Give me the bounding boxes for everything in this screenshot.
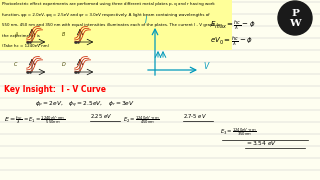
Text: 550 nm, 450 nm and 350 nm with equal intensities illuminates each of the plates.: 550 nm, 450 nm and 350 nm with equal int… (2, 23, 221, 27)
Text: $E_3 = \frac{1240eV\cdot nm}{350nm}$: $E_3 = \frac{1240eV\cdot nm}{350nm}$ (220, 126, 257, 138)
Text: A: A (14, 32, 17, 37)
Text: $E_{max} = \frac{hc}{\lambda} - \phi$: $E_{max} = \frac{hc}{\lambda} - \phi$ (210, 19, 256, 33)
Text: D: D (62, 62, 66, 67)
Text: Photoelectric effect experiments are performed using three different metal plate: Photoelectric effect experiments are per… (2, 2, 214, 6)
Text: $2.7\text{-}5\ eV$: $2.7\text{-}5\ eV$ (183, 112, 207, 120)
Text: $2.25\ eV$: $2.25\ eV$ (90, 112, 112, 120)
Text: I: I (145, 16, 147, 25)
Text: B: B (62, 32, 65, 37)
Text: $= E_1 = \frac{1240eV\cdot nm}{550nm}$: $= E_1 = \frac{1240eV\cdot nm}{550nm}$ (22, 114, 65, 126)
Text: $E_2 = \frac{1240eV\cdot nm}{450nm}$: $E_2 = \frac{1240eV\cdot nm}{450nm}$ (123, 114, 160, 126)
Text: $E = \frac{hc}{\lambda}$: $E = \frac{hc}{\lambda}$ (4, 114, 23, 126)
Text: C: C (14, 62, 17, 67)
Text: the experiments is: the experiments is (2, 33, 39, 37)
Text: (Take hc = 1240eV nm): (Take hc = 1240eV nm) (2, 44, 49, 48)
FancyBboxPatch shape (0, 0, 232, 50)
Text: $= 3.54\ eV$: $= 3.54\ eV$ (245, 139, 277, 147)
Text: $eV_0 = \frac{hc}{\lambda} - \phi$: $eV_0 = \frac{hc}{\lambda} - \phi$ (210, 35, 253, 49)
Circle shape (278, 1, 312, 35)
Text: function, φp = 2.0eV, φq = 2.5eV and φr = 3.0eV respectively. A light beam conta: function, φp = 2.0eV, φq = 2.5eV and φr … (2, 12, 209, 17)
Text: Key Insight:  I - V Curve: Key Insight: I - V Curve (4, 85, 106, 94)
Text: W: W (289, 19, 301, 28)
Text: V: V (203, 62, 208, 71)
Text: $\phi_p = 2eV,$   $\phi_q = 2.5eV,$   $\phi_r = 3eV$: $\phi_p = 2eV,$ $\phi_q = 2.5eV,$ $\phi_… (35, 100, 135, 110)
Text: P: P (291, 8, 299, 17)
